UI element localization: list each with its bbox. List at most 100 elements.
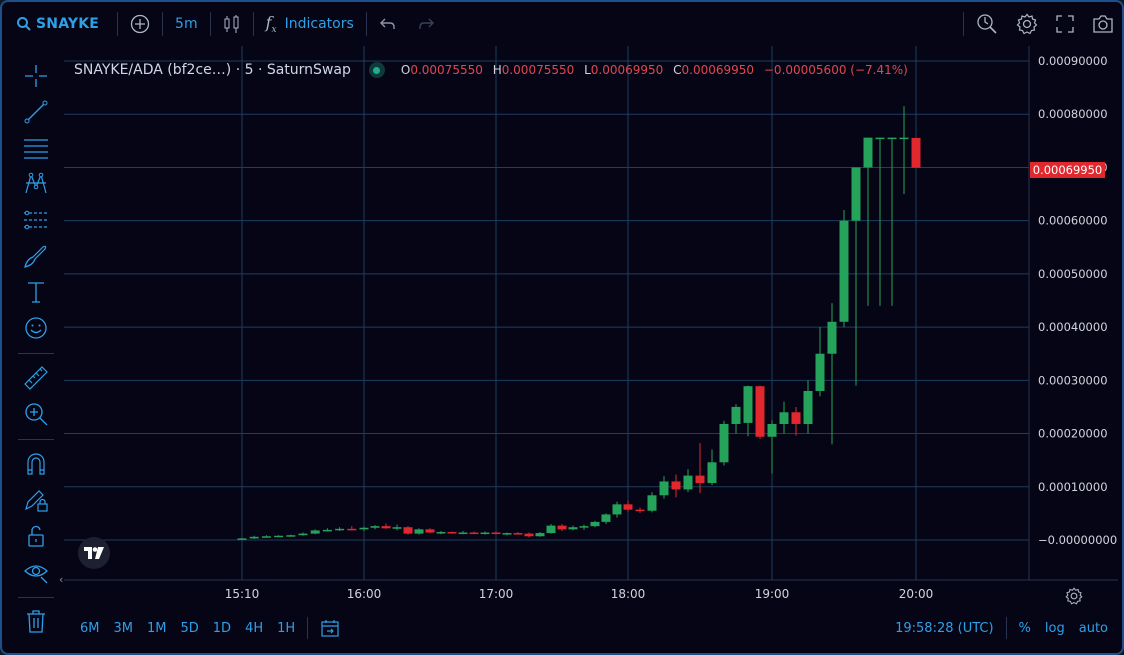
candle-body xyxy=(743,386,753,423)
trend-line-tool[interactable] xyxy=(22,98,50,126)
candle-body xyxy=(286,535,296,537)
candle-body xyxy=(647,495,657,511)
candle-body xyxy=(601,514,611,522)
candle-body xyxy=(347,528,357,531)
symbol-search[interactable]: SNAYKE xyxy=(2,2,99,46)
divider xyxy=(209,12,211,36)
percent-toggle[interactable]: % xyxy=(1018,620,1031,636)
range-1h[interactable]: 1H xyxy=(277,620,296,636)
search-icon xyxy=(17,17,31,31)
bottom-right-controls: 19:58:28 (UTC) % log auto xyxy=(881,606,1108,650)
crosshair-tool[interactable] xyxy=(22,62,50,90)
indicators-button[interactable]: fx Indicators xyxy=(266,2,354,46)
candle-body xyxy=(469,532,479,535)
undo-button[interactable] xyxy=(379,2,397,46)
zoom-in-tool[interactable] xyxy=(22,400,50,428)
x-tick-label: 15:10 xyxy=(225,587,260,601)
range-6m[interactable]: 6M xyxy=(80,620,100,636)
range-4h[interactable]: 4H xyxy=(245,620,264,636)
indicators-label: Indicators xyxy=(284,16,354,32)
candle-body xyxy=(635,509,645,512)
goto-date-button[interactable] xyxy=(320,618,340,638)
auto-toggle[interactable]: auto xyxy=(1078,620,1108,636)
y-tick-label: −0.00000000 xyxy=(1038,533,1117,547)
fib-tool[interactable] xyxy=(22,206,50,234)
emoji-icon xyxy=(25,317,47,339)
fullscreen-button[interactable] xyxy=(1056,2,1074,46)
divider xyxy=(18,353,54,354)
magnet-tool[interactable] xyxy=(22,450,50,478)
close-value: 0.00069950 xyxy=(681,63,755,77)
candle-body xyxy=(458,532,468,535)
brush-tool[interactable] xyxy=(22,242,50,270)
chart-settings-button[interactable] xyxy=(1065,587,1083,609)
candle-body xyxy=(274,535,284,538)
log-toggle[interactable]: log xyxy=(1044,620,1065,636)
interval-label: 5m xyxy=(175,16,198,32)
candle-body xyxy=(370,526,380,528)
unlock-tool[interactable] xyxy=(22,522,50,550)
range-5d[interactable]: 5D xyxy=(180,620,199,636)
range-3m[interactable]: 3M xyxy=(113,620,134,636)
candle-body xyxy=(815,353,825,391)
range-1m[interactable]: 1M xyxy=(147,620,167,636)
lock-drawing-tool[interactable] xyxy=(22,486,50,514)
fullscreen-icon xyxy=(1056,15,1074,33)
candle-body xyxy=(779,412,789,424)
y-tick-label: 0.00080000 xyxy=(1038,107,1108,121)
text-tool[interactable] xyxy=(22,278,50,306)
divider xyxy=(162,12,164,36)
remove-drawings-tool[interactable] xyxy=(22,607,50,635)
plus-circle-icon xyxy=(130,14,150,34)
horizontal-lines-tool[interactable] xyxy=(22,134,50,162)
candle-body xyxy=(695,475,705,484)
chart-type-button[interactable] xyxy=(223,2,241,46)
drawing-toolbar xyxy=(2,46,68,636)
candle-body xyxy=(491,532,501,535)
settings-button[interactable] xyxy=(1016,2,1038,46)
collapse-toolbar-chevron-icon[interactable]: ‹ xyxy=(59,573,64,586)
candle-body xyxy=(659,481,669,496)
y-tick-label: 0.00040000 xyxy=(1038,320,1108,334)
candle-body xyxy=(381,526,391,529)
candle-body xyxy=(249,536,259,539)
horizontal-lines-icon xyxy=(24,139,48,159)
candle-body xyxy=(875,137,885,140)
tradingview-logo[interactable] xyxy=(78,537,110,569)
divider xyxy=(252,12,254,36)
legend-symbol: SNAYKE/ADA (bf2ce…) · 5 · SaturnSwap xyxy=(74,62,351,78)
candle-body xyxy=(447,532,457,534)
interval-button[interactable]: 5m xyxy=(175,2,198,46)
fx-icon: fx xyxy=(265,12,277,36)
emoji-tool[interactable] xyxy=(22,314,50,342)
market-status-icon[interactable] xyxy=(368,62,385,78)
compare-button[interactable] xyxy=(130,2,150,46)
top-toolbar: SNAYKE 5m fx Indicators xyxy=(2,2,1122,46)
brush-icon xyxy=(24,245,47,268)
candle-body xyxy=(557,525,567,530)
quick-search-button[interactable] xyxy=(976,2,998,46)
candle-body xyxy=(827,321,837,354)
axis-gear-icon xyxy=(1065,587,1083,605)
open-value: 0.00075550 xyxy=(410,63,483,77)
candle-body xyxy=(436,532,446,534)
redo-button[interactable] xyxy=(417,2,435,46)
low-value: 0.00069950 xyxy=(590,63,664,77)
trend-line-icon xyxy=(24,100,48,124)
candle-body xyxy=(755,386,765,437)
hide-drawings-tool[interactable] xyxy=(22,558,50,586)
y-tick-label: 0.00060000 xyxy=(1038,214,1108,228)
candle-body xyxy=(359,527,369,530)
pattern-tool[interactable] xyxy=(22,170,50,198)
zoom-in-icon xyxy=(25,403,48,426)
divider xyxy=(117,12,119,36)
candle-body xyxy=(671,481,681,490)
range-1d[interactable]: 1D xyxy=(212,620,232,636)
candle-body xyxy=(237,538,247,540)
clock-timezone[interactable]: 19:58:28 (UTC) xyxy=(895,620,994,636)
snapshot-button[interactable] xyxy=(1092,2,1114,46)
divider xyxy=(1005,617,1007,639)
ruler-tool[interactable] xyxy=(22,364,50,392)
